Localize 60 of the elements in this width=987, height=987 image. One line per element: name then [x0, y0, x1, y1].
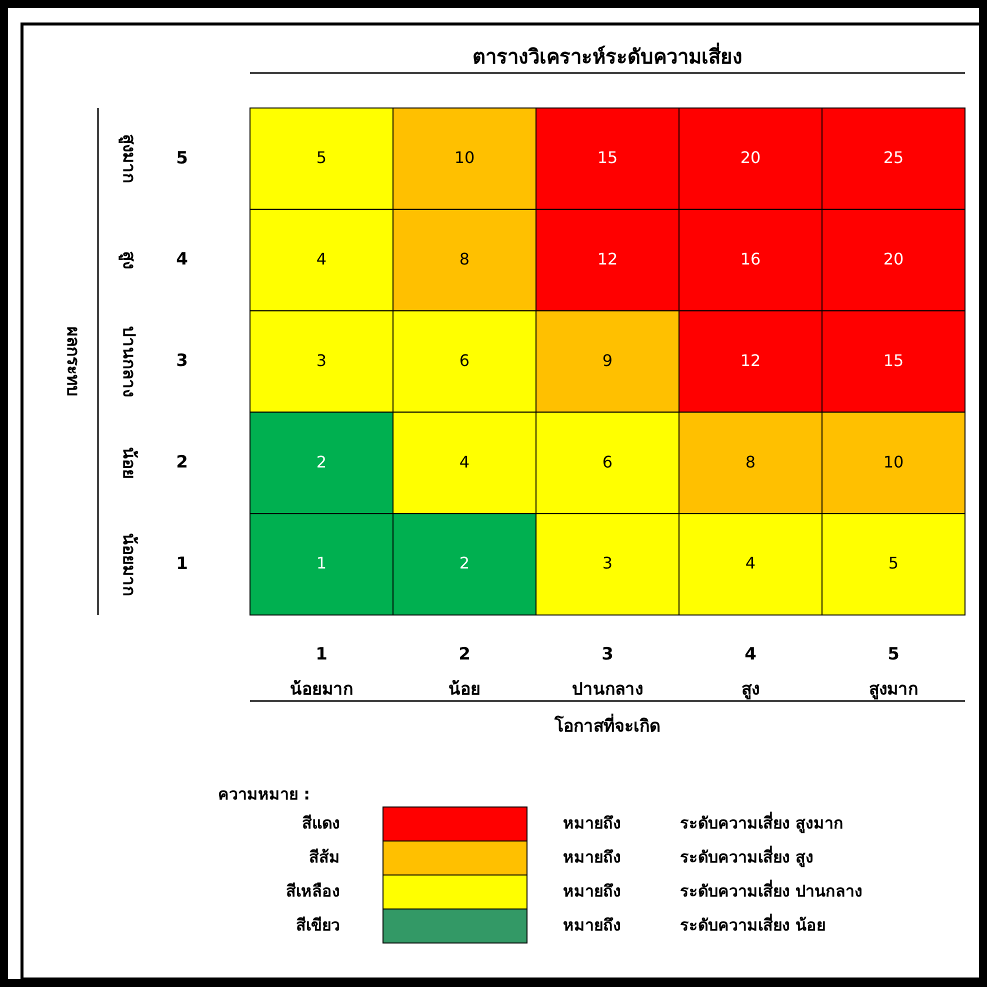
cell-label: 15: [597, 148, 618, 168]
annotation: หมายถึง: [563, 915, 621, 934]
y-tick-label: สูง: [118, 251, 138, 270]
x-tick-label: สูงมาก: [869, 680, 918, 700]
y-tick-number: 2: [176, 452, 188, 473]
cell-label: 10: [883, 452, 904, 472]
title: ตารางวิเคราะห์ระดับความเสี่ยง: [472, 44, 742, 68]
cell-label: 3: [602, 554, 613, 573]
x-tick-label: ปานกลาง: [572, 680, 643, 700]
x-tick-label: 5: [888, 644, 900, 665]
cell-label: 9: [602, 350, 613, 370]
legend-label: สีเหลือง: [286, 881, 340, 900]
cell-label: 20: [883, 249, 904, 268]
legend-label: สีส้ม: [309, 847, 340, 866]
y-tick-number: 5: [176, 148, 188, 168]
y-tick-number: 3: [176, 351, 188, 372]
annotation: หมายถึง: [563, 813, 621, 832]
legend-label: สีแดง: [302, 813, 340, 832]
ylabel: ผลกระทบ: [62, 326, 82, 396]
x-tick-label: น้อยมาก: [290, 680, 353, 700]
legend-title: ความหมาย :: [218, 784, 310, 804]
cell-label: 16: [740, 249, 761, 268]
cell-label: 25: [883, 148, 904, 168]
y-tick-label: สูงมาก: [118, 134, 138, 184]
cell-label: 2: [316, 452, 327, 472]
x-tick-label: น้อย: [448, 680, 480, 700]
x-tick-label: 1: [316, 644, 328, 665]
x-tick-label: สูง: [742, 680, 760, 700]
annotation: หมายถึง: [563, 847, 621, 866]
x-tick-label: 4: [744, 644, 756, 665]
y-tick-number: 4: [176, 250, 188, 270]
legend-label: สีเขียว: [296, 915, 340, 934]
cell-label: 4: [459, 452, 470, 472]
cell-label: 8: [459, 249, 470, 268]
cell-label: 6: [602, 452, 613, 472]
y-tick-label: น้อยมาก: [118, 532, 138, 596]
cell-label: 3: [316, 350, 327, 370]
y-tick-number: 1: [176, 554, 188, 574]
cell-label: 8: [745, 452, 756, 472]
cell-label: 4: [316, 249, 327, 268]
annotation: ระดับความเสี่ยง สูงมาก: [680, 813, 844, 832]
cell-label: 10: [454, 148, 475, 168]
cell-label: 15: [883, 350, 904, 370]
cell-label: 5: [316, 148, 327, 168]
cell-label: 12: [597, 249, 618, 268]
cell-label: 6: [459, 350, 470, 370]
y-tick-label: น้อย: [118, 446, 138, 479]
cell-label: 12: [740, 350, 761, 370]
annotation: ระดับความเสี่ยง ปานกลาง: [680, 881, 863, 900]
x-tick-label: 2: [458, 644, 470, 665]
x-tick-label: 3: [602, 644, 614, 665]
y-tick-label: ปานกลาง: [118, 326, 138, 397]
cell-label: 4: [745, 554, 756, 573]
annotation: ระดับความเสี่ยง สูง: [680, 847, 814, 866]
annotation: หมายถึง: [563, 881, 621, 900]
cell-label: 2: [459, 554, 470, 573]
cell-label: 5: [888, 554, 899, 573]
cell-label: 1: [316, 554, 327, 573]
annotation: ระดับความเสี่ยง น้อย: [680, 915, 826, 934]
cell-label: 20: [740, 148, 761, 168]
